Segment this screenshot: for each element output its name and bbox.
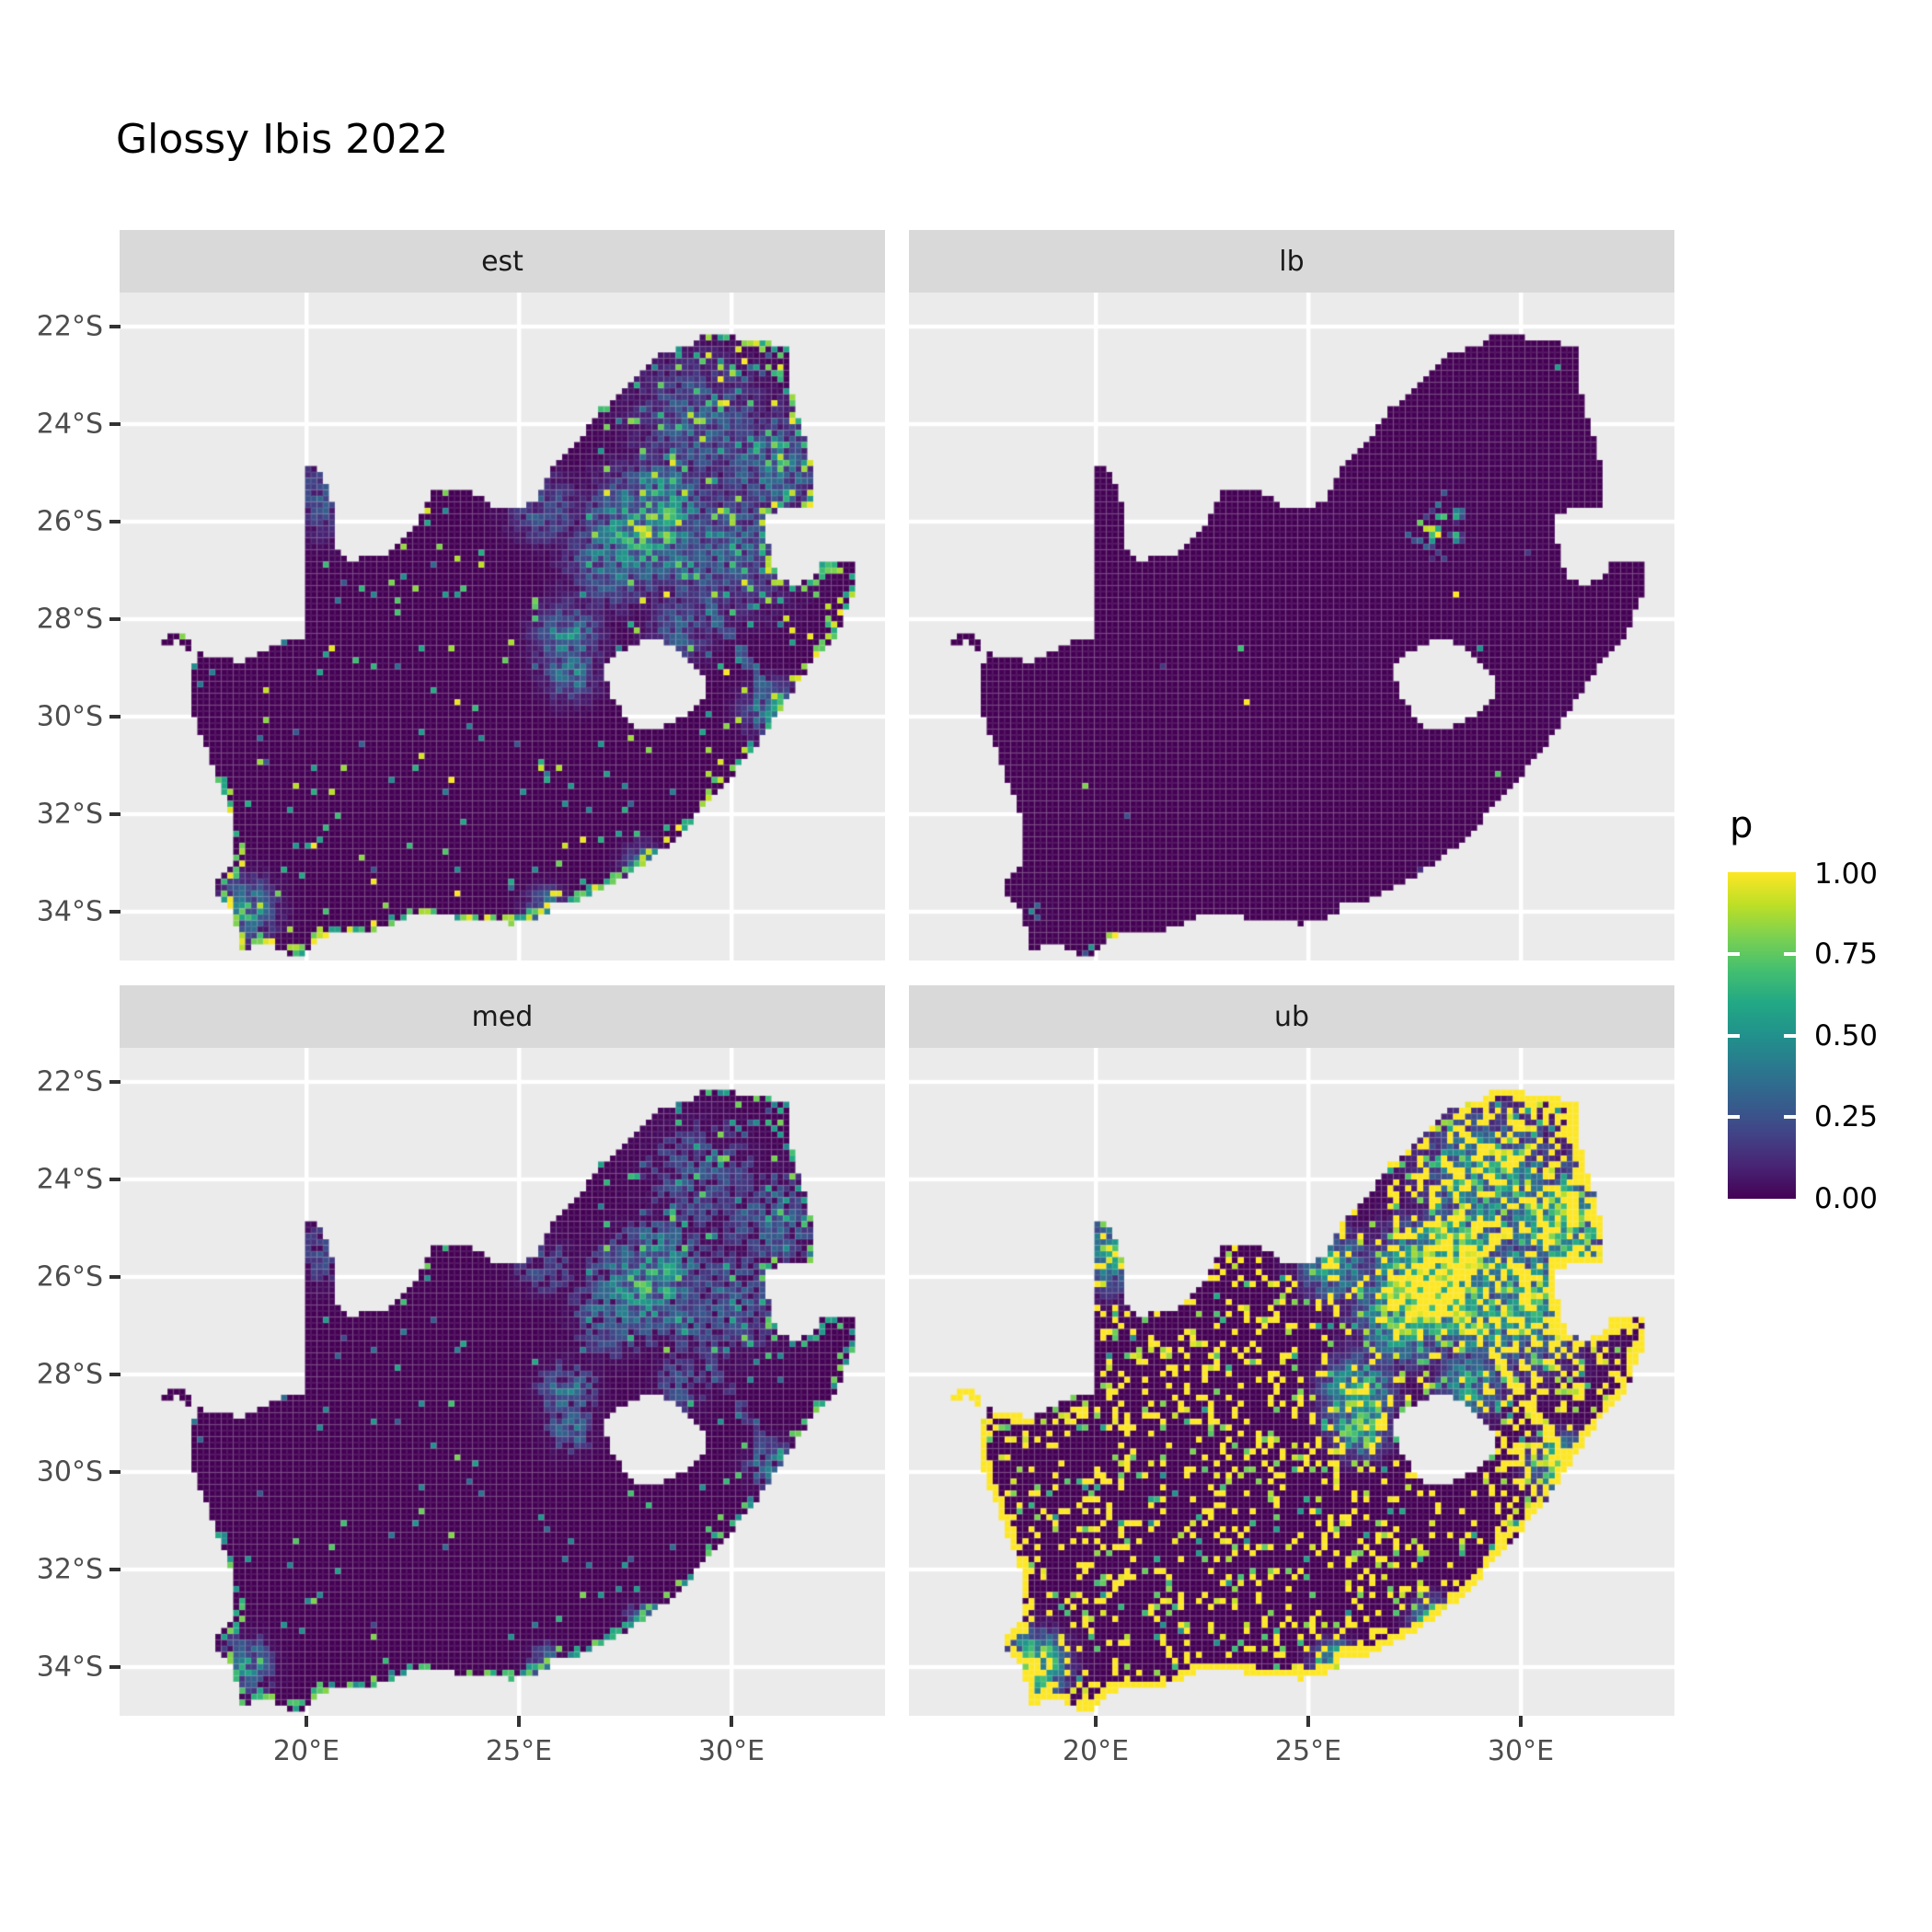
y-axis-tick	[109, 1178, 121, 1181]
map-panel-ub	[909, 1048, 1674, 1716]
legend-label: 0.00	[1814, 1182, 1879, 1215]
x-axis-tick	[1519, 1716, 1523, 1727]
legend-label: 1.00	[1814, 857, 1879, 891]
legend-tick	[1784, 952, 1796, 956]
y-axis-tick	[109, 520, 121, 523]
legend-label: 0.50	[1814, 1019, 1879, 1052]
x-axis-label: 30°E	[697, 1735, 765, 1767]
x-axis-label: 25°E	[1274, 1735, 1342, 1767]
y-axis-tick	[109, 617, 121, 621]
y-axis-tick	[109, 325, 121, 328]
y-axis-label: 26°S	[36, 505, 103, 538]
y-axis-tick	[109, 1568, 121, 1571]
y-axis-tick	[109, 1080, 121, 1084]
legend-tick	[1784, 1034, 1796, 1038]
facet-strip-label-lb: lb	[1279, 245, 1305, 278]
y-axis-label: 32°S	[36, 798, 103, 831]
x-axis-label: 20°E	[1062, 1735, 1130, 1767]
x-axis-label: 25°E	[485, 1735, 553, 1767]
legend-tick	[1728, 1034, 1740, 1038]
facet-strip-label-ub: ub	[1273, 1000, 1310, 1033]
facet-strip-lb: lb	[909, 230, 1674, 293]
y-axis-label: 28°S	[36, 603, 103, 636]
y-axis-label: 24°S	[36, 408, 103, 441]
y-axis-tick	[109, 422, 121, 426]
y-axis-tick	[109, 715, 121, 719]
x-axis-tick	[730, 1716, 733, 1727]
y-axis-label: 32°S	[36, 1553, 103, 1586]
y-axis-label: 22°S	[36, 1065, 103, 1098]
map-panel-est	[120, 293, 885, 960]
map-panel-med	[120, 1048, 885, 1716]
y-axis-label: 22°S	[36, 310, 103, 343]
y-axis-label: 26°S	[36, 1260, 103, 1294]
x-axis-label: 20°E	[272, 1735, 340, 1767]
facet-strip-label-med: med	[471, 1000, 534, 1033]
legend-label: 0.25	[1814, 1100, 1879, 1133]
y-axis-label: 34°S	[36, 895, 103, 928]
y-axis-label: 24°S	[36, 1163, 103, 1196]
facet-strip-med: med	[120, 985, 885, 1048]
x-axis-tick	[517, 1716, 521, 1727]
y-axis-tick	[109, 1665, 121, 1669]
facet-strip-est: est	[120, 230, 885, 293]
x-axis-label: 30°E	[1487, 1735, 1555, 1767]
map-panel-lb	[909, 293, 1674, 960]
y-axis-label: 28°S	[36, 1358, 103, 1391]
legend-tick	[1728, 952, 1740, 956]
legend-tick	[1784, 1115, 1796, 1119]
y-axis-label: 30°S	[36, 700, 103, 733]
y-axis-label: 34°S	[36, 1650, 103, 1684]
legend-tick	[1728, 1115, 1740, 1119]
y-axis-tick	[109, 910, 121, 914]
legend-label: 0.75	[1814, 937, 1879, 971]
y-axis-tick	[109, 1275, 121, 1279]
legend-title: p	[1730, 804, 1754, 846]
facet-strip-label-est: est	[481, 245, 523, 278]
x-axis-tick	[1094, 1716, 1098, 1727]
y-axis-label: 30°S	[36, 1455, 103, 1489]
y-axis-tick	[109, 812, 121, 816]
y-axis-tick	[109, 1470, 121, 1474]
facet-strip-ub: ub	[909, 985, 1674, 1048]
x-axis-tick	[1306, 1716, 1310, 1727]
y-axis-tick	[109, 1373, 121, 1376]
chart-title: Glossy Ibis 2022	[116, 116, 449, 163]
x-axis-tick	[305, 1716, 308, 1727]
